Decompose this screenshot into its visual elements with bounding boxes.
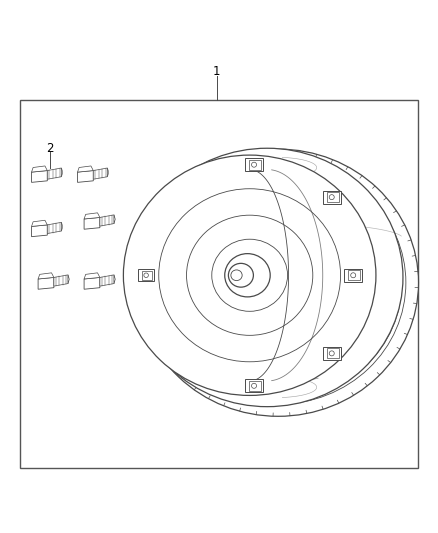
Circle shape [251, 383, 257, 389]
Polygon shape [54, 275, 68, 286]
Polygon shape [78, 171, 93, 182]
Circle shape [329, 195, 334, 200]
Polygon shape [32, 166, 47, 172]
Ellipse shape [187, 215, 313, 335]
Ellipse shape [159, 189, 341, 362]
Polygon shape [32, 220, 47, 227]
Ellipse shape [231, 270, 242, 280]
FancyBboxPatch shape [323, 191, 341, 204]
Text: 1: 1 [213, 65, 221, 78]
Bar [20, 100, 418, 468]
Polygon shape [100, 275, 114, 286]
FancyBboxPatch shape [138, 269, 154, 281]
FancyBboxPatch shape [327, 192, 339, 202]
FancyBboxPatch shape [141, 271, 152, 280]
Polygon shape [84, 213, 100, 219]
Polygon shape [100, 215, 114, 226]
Text: 2: 2 [46, 142, 54, 155]
Polygon shape [32, 225, 47, 237]
Ellipse shape [124, 155, 376, 395]
Polygon shape [93, 168, 107, 179]
Ellipse shape [150, 161, 406, 404]
Polygon shape [47, 222, 61, 233]
Circle shape [144, 273, 148, 278]
FancyBboxPatch shape [249, 160, 261, 169]
Polygon shape [38, 278, 54, 289]
FancyBboxPatch shape [344, 269, 362, 282]
FancyBboxPatch shape [323, 347, 341, 360]
Circle shape [351, 273, 356, 278]
Polygon shape [107, 168, 109, 176]
Ellipse shape [212, 239, 287, 311]
Polygon shape [84, 217, 100, 229]
Polygon shape [84, 273, 100, 279]
FancyBboxPatch shape [327, 349, 339, 358]
Ellipse shape [131, 148, 403, 407]
Ellipse shape [228, 263, 254, 287]
FancyBboxPatch shape [245, 379, 263, 392]
Ellipse shape [188, 203, 346, 352]
Polygon shape [61, 222, 63, 231]
Polygon shape [114, 275, 115, 284]
Circle shape [329, 351, 334, 356]
Ellipse shape [225, 254, 270, 297]
FancyBboxPatch shape [249, 381, 261, 391]
FancyBboxPatch shape [245, 158, 263, 171]
Polygon shape [84, 278, 100, 289]
Ellipse shape [154, 165, 402, 400]
Circle shape [251, 162, 257, 167]
Polygon shape [68, 275, 69, 284]
Polygon shape [78, 166, 93, 172]
Polygon shape [38, 273, 54, 279]
Polygon shape [47, 168, 61, 179]
FancyBboxPatch shape [348, 270, 360, 280]
Polygon shape [114, 215, 115, 223]
Ellipse shape [138, 149, 419, 416]
Polygon shape [32, 171, 47, 182]
Polygon shape [61, 168, 63, 176]
